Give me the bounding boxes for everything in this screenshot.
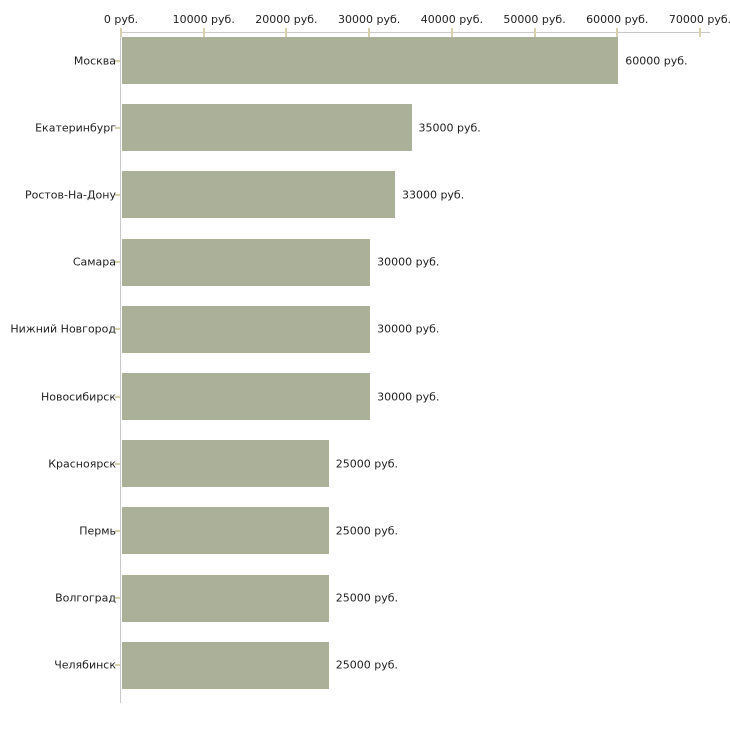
- value-label: 30000 руб.: [377, 322, 440, 336]
- value-label: 30000 руб.: [377, 390, 440, 403]
- x-axis-tick-mark: [120, 28, 122, 37]
- bar: [122, 305, 371, 353]
- category-tick-mark: [115, 126, 120, 129]
- x-axis-tick-mark: [368, 28, 371, 37]
- x-axis-tick-mark: [202, 28, 205, 37]
- value-label: 25000 руб.: [335, 457, 399, 471]
- value-label: 30000 руб.: [377, 255, 440, 269]
- x-axis-tick-label: 20000 руб.: [255, 13, 318, 26]
- bar: [122, 641, 329, 689]
- x-axis-line: [120, 32, 710, 33]
- bar: [122, 104, 412, 152]
- category-tick-mark: [115, 597, 120, 600]
- category-tick-mark: [115, 395, 120, 398]
- category-label: Самара: [72, 255, 116, 269]
- value-label: 60000 руб.: [625, 54, 688, 67]
- category-label: Волгоград: [55, 591, 116, 605]
- bar: [122, 440, 329, 488]
- value-label: 25000 руб.: [335, 591, 399, 605]
- x-axis-tick-label: 70000 руб.: [668, 13, 730, 26]
- category-label: Ростов-На-Дону: [24, 188, 116, 202]
- category-tick-mark: [115, 261, 120, 264]
- y-axis-line: [120, 32, 121, 703]
- category-label: Екатеринбург: [35, 121, 116, 135]
- category-tick-mark: [115, 328, 120, 331]
- x-axis-tick-mark: [450, 28, 453, 37]
- category-label: Москва: [73, 54, 116, 67]
- bar: [122, 171, 395, 219]
- category-label: Новосибирск: [40, 390, 116, 403]
- x-axis-tick-label: 50000 руб.: [503, 13, 566, 26]
- value-label: 25000 руб.: [335, 524, 399, 538]
- x-axis-tick-label: 10000 руб.: [172, 13, 235, 26]
- category-label: Челябинск: [54, 658, 116, 672]
- category-tick-mark: [115, 529, 120, 532]
- category-label: Пермь: [79, 524, 116, 538]
- category-label: Красноярск: [48, 457, 116, 471]
- bar: [122, 238, 371, 286]
- category-label: Нижний Новгород: [10, 322, 116, 336]
- x-axis-tick-mark: [285, 28, 288, 37]
- category-tick-mark: [115, 193, 120, 196]
- bar: [122, 373, 371, 420]
- bar: [122, 37, 619, 84]
- value-label: 35000 руб.: [418, 121, 481, 135]
- bar: [122, 574, 329, 622]
- x-axis-tick-label: 40000 руб.: [420, 13, 483, 26]
- x-axis-tick-label: 0 руб.: [103, 13, 139, 26]
- value-label: 25000 руб.: [335, 658, 399, 672]
- category-tick-mark: [115, 664, 120, 667]
- category-tick-mark: [115, 462, 120, 465]
- x-axis-tick-mark: [533, 28, 536, 37]
- x-axis-tick-label: 30000 руб.: [338, 13, 401, 26]
- category-tick-mark: [115, 59, 120, 62]
- x-axis-tick-mark: [699, 28, 701, 37]
- value-label: 33000 руб.: [401, 188, 465, 202]
- x-axis-tick-label: 60000 руб.: [586, 13, 649, 26]
- bar: [122, 507, 329, 555]
- x-axis-tick-mark: [616, 28, 619, 37]
